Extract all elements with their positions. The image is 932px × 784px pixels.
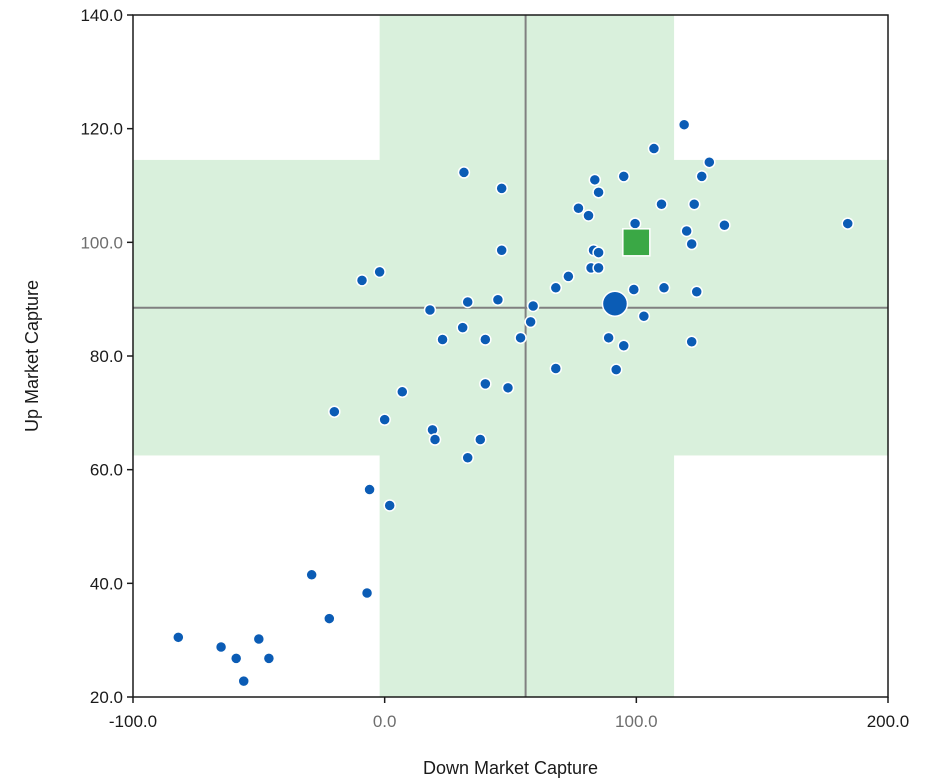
data-point <box>501 381 515 395</box>
data-point <box>657 281 671 295</box>
data-point <box>461 295 474 309</box>
y-axis-ticks: 20.0 40.0 60.0 80.0 100.0 120.0 140.0 <box>80 6 133 707</box>
data-point <box>524 315 537 329</box>
data-point <box>685 335 698 349</box>
data-point <box>474 433 487 446</box>
data-point <box>592 186 605 199</box>
highlight-point <box>601 290 629 317</box>
data-point <box>690 285 703 299</box>
data-points <box>172 118 854 688</box>
data-point <box>627 283 641 296</box>
data-point <box>479 333 492 346</box>
data-point <box>572 201 585 215</box>
y-tick-label: 120.0 <box>80 120 123 139</box>
data-point <box>609 363 623 376</box>
x-tick-label: 100.0 <box>615 712 658 731</box>
data-point <box>582 209 595 222</box>
data-point <box>428 433 442 446</box>
data-point <box>628 217 642 230</box>
data-point <box>637 309 651 323</box>
data-point <box>655 198 668 211</box>
data-point <box>514 331 527 345</box>
data-point <box>396 385 409 399</box>
data-point <box>841 217 854 230</box>
data-point <box>355 274 369 287</box>
data-point <box>479 377 492 391</box>
data-point <box>237 674 250 688</box>
data-point <box>677 118 691 131</box>
data-point <box>461 451 474 464</box>
data-point <box>436 333 449 346</box>
data-point <box>695 170 709 183</box>
data-point <box>363 483 376 496</box>
data-point <box>457 166 471 179</box>
data-point <box>617 170 630 183</box>
data-point <box>229 652 243 665</box>
data-point <box>172 631 185 644</box>
data-point <box>360 586 374 600</box>
data-point <box>383 499 396 512</box>
data-point <box>592 261 605 275</box>
y-tick-label: 20.0 <box>90 688 123 707</box>
data-point <box>588 173 602 187</box>
y-tick-label: 60.0 <box>90 461 123 480</box>
y-tick-label: 40.0 <box>90 574 123 593</box>
data-point <box>214 640 228 654</box>
x-tick-label: -100.0 <box>109 712 157 731</box>
data-point <box>305 568 318 582</box>
data-point <box>687 198 701 211</box>
x-axis-title: Down Market Capture <box>423 758 598 778</box>
data-point <box>617 339 630 353</box>
data-point <box>456 321 469 334</box>
data-point <box>491 293 505 306</box>
data-point <box>703 155 716 169</box>
data-point <box>592 246 605 259</box>
y-tick-label: 140.0 <box>80 6 123 25</box>
x-tick-label: 0.0 <box>373 712 397 731</box>
x-axis-ticks: -100.0 0.0 100.0 200.0 <box>109 697 909 731</box>
data-point <box>647 142 661 155</box>
data-point <box>373 265 386 279</box>
data-point <box>562 270 575 283</box>
data-point <box>680 224 693 238</box>
data-point <box>549 362 563 375</box>
x-tick-label: 200.0 <box>867 712 910 731</box>
data-point <box>378 413 391 426</box>
reference-lines <box>133 15 888 697</box>
shaded-bands <box>133 15 888 697</box>
data-point <box>252 632 266 646</box>
data-point <box>495 244 508 257</box>
data-point <box>328 405 341 418</box>
y-tick-label: 80.0 <box>90 347 123 366</box>
data-point <box>262 652 276 665</box>
benchmark-point <box>622 228 651 257</box>
data-point <box>526 299 540 313</box>
data-point <box>718 219 731 232</box>
data-point <box>602 331 615 345</box>
data-point <box>685 237 698 251</box>
data-point <box>495 182 508 195</box>
y-tick-label: 100.0 <box>80 233 123 252</box>
data-point <box>423 303 437 317</box>
data-point <box>549 281 563 295</box>
y-axis-title: Up Market Capture <box>22 280 42 432</box>
data-point <box>323 612 336 625</box>
